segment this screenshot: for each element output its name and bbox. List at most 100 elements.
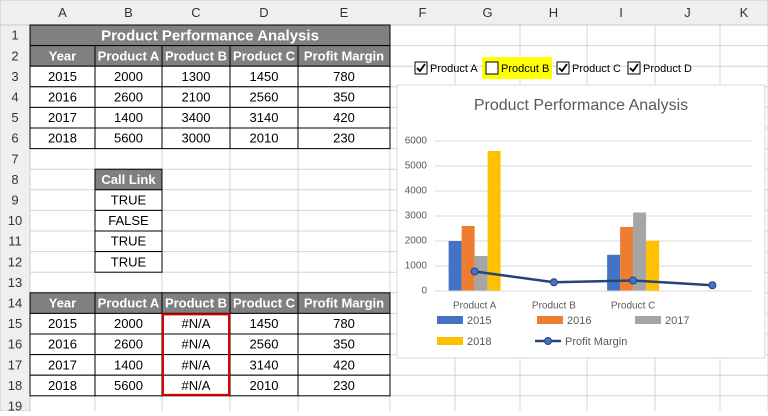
checkbox[interactable] [414, 61, 428, 75]
cell[interactable]: 3000 [182, 131, 211, 146]
cell[interactable]: 2010 [250, 131, 279, 146]
header-cell[interactable]: Profit Margin [304, 296, 384, 311]
col-header[interactable]: A [58, 5, 67, 20]
y-tick-label: 3000 [405, 211, 428, 222]
cell[interactable]: 1400 [114, 357, 143, 372]
cell[interactable]: 2000 [114, 69, 143, 84]
checkbox[interactable] [556, 61, 570, 75]
col-header[interactable]: E [340, 5, 349, 20]
table-title[interactable]: Product Performance Analysis [101, 27, 319, 44]
row-header[interactable]: 13 [8, 275, 22, 290]
checkmark [416, 63, 426, 73]
header-cell[interactable]: Call Link [101, 172, 156, 187]
line-series [474, 270, 713, 287]
cell[interactable]: TRUE [111, 254, 147, 269]
row-header[interactable]: 14 [8, 296, 22, 311]
row-header[interactable]: 19 [8, 399, 22, 414]
header-cell[interactable]: Profit Margin [304, 48, 384, 63]
legend-label: 2015 [467, 315, 491, 327]
cell[interactable]: 2015 [48, 316, 77, 331]
cell[interactable]: FALSE [108, 213, 149, 228]
header-cell[interactable]: Product A [98, 48, 160, 63]
cell[interactable]: 5600 [114, 131, 143, 146]
col-header[interactable]: C [191, 5, 200, 20]
cell[interactable]: 420 [333, 110, 355, 125]
row-header[interactable]: 8 [11, 172, 18, 187]
cell[interactable]: 2600 [114, 337, 143, 352]
row-header[interactable]: 7 [11, 151, 18, 166]
row-header[interactable]: 9 [11, 193, 18, 208]
header-cell[interactable]: Product B [165, 296, 227, 311]
header-cell[interactable]: Product C [233, 48, 296, 63]
cell[interactable]: TRUE [111, 193, 147, 208]
cell[interactable]: 350 [333, 90, 355, 105]
header-cell[interactable]: Product B [165, 48, 227, 63]
row-header[interactable]: 17 [8, 357, 22, 372]
cell[interactable]: 2000 [114, 316, 143, 331]
cell[interactable]: 2015 [48, 69, 77, 84]
cell[interactable]: 780 [333, 69, 355, 84]
checkbox[interactable] [627, 61, 641, 75]
checkbox[interactable] [485, 61, 499, 75]
bar [646, 240, 660, 291]
cell[interactable]: 2560 [250, 90, 279, 105]
cell[interactable]: 1450 [250, 69, 279, 84]
row-header[interactable]: 10 [8, 213, 22, 228]
cell[interactable]: 2018 [48, 378, 77, 393]
cell[interactable]: 1400 [114, 110, 143, 125]
col-header[interactable]: F [419, 5, 427, 20]
cell[interactable]: 350 [333, 337, 355, 352]
cell[interactable]: 420 [333, 357, 355, 372]
x-tick-label: Product B [532, 301, 576, 312]
checkbox-label[interactable]: Product A [430, 63, 478, 75]
checkbox-label[interactable]: Product D [643, 63, 692, 75]
row-header[interactable]: 2 [11, 48, 18, 63]
row-header[interactable]: 4 [11, 90, 18, 105]
header-cell[interactable]: Year [49, 296, 76, 311]
row-header[interactable]: 1 [11, 28, 18, 43]
cell[interactable]: 5600 [114, 378, 143, 393]
cell[interactable]: 2017 [48, 357, 77, 372]
cell[interactable]: 230 [333, 378, 355, 393]
col-header[interactable]: G [482, 5, 492, 20]
row-header[interactable]: 16 [8, 337, 22, 352]
cell[interactable]: #N/A [182, 357, 211, 372]
checkbox-label[interactable]: Product C [572, 63, 621, 75]
cell[interactable]: 2600 [114, 90, 143, 105]
cell[interactable]: 3140 [250, 357, 279, 372]
cell[interactable]: 2016 [48, 90, 77, 105]
col-header[interactable]: D [259, 5, 268, 20]
cell[interactable]: 1300 [182, 69, 211, 84]
header-cell[interactable]: Product C [233, 296, 296, 311]
header-cell[interactable]: Product A [98, 296, 160, 311]
cell[interactable]: 3140 [250, 110, 279, 125]
cell[interactable]: 780 [333, 316, 355, 331]
cell[interactable]: #N/A [182, 378, 211, 393]
col-header[interactable]: B [124, 5, 133, 20]
row-header[interactable]: 3 [11, 69, 18, 84]
cell[interactable]: 2018 [48, 131, 77, 146]
cell[interactable]: #N/A [182, 337, 211, 352]
cell[interactable]: 2016 [48, 337, 77, 352]
cell[interactable]: 2010 [250, 378, 279, 393]
cell[interactable]: 2017 [48, 110, 77, 125]
header-cell[interactable]: Year [49, 48, 76, 63]
row-header[interactable]: 11 [8, 234, 22, 249]
row-header[interactable]: 6 [11, 131, 18, 146]
col-header[interactable]: J [684, 5, 691, 20]
col-header[interactable]: I [619, 5, 623, 20]
row-header[interactable]: 15 [8, 316, 22, 331]
col-header[interactable]: K [740, 5, 749, 20]
cell[interactable]: 1450 [250, 316, 279, 331]
row-header[interactable]: 18 [8, 378, 22, 393]
cell[interactable]: 3400 [182, 110, 211, 125]
row-header[interactable]: 5 [11, 110, 18, 125]
cell[interactable]: 2560 [250, 337, 279, 352]
cell[interactable]: TRUE [111, 234, 147, 249]
cell[interactable]: 230 [333, 131, 355, 146]
col-header[interactable]: H [549, 5, 558, 20]
row-header[interactable]: 12 [8, 254, 22, 269]
cell[interactable]: #N/A [182, 316, 211, 331]
checkbox-label[interactable]: Prodcut B [501, 63, 549, 75]
cell[interactable]: 2100 [182, 90, 211, 105]
